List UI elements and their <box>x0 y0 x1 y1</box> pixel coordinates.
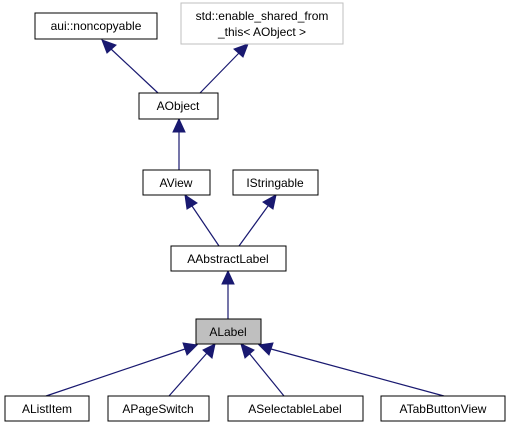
node-aabstractlabel[interactable]: AAbstractLabel <box>170 245 287 272</box>
node-aobject[interactable]: AObject <box>138 92 219 120</box>
node-aselectablelabel-label: ASelectableLabel <box>248 402 341 416</box>
node-alistitem[interactable]: AListItem <box>4 395 90 422</box>
edge-alabel-apageswitch <box>168 343 216 397</box>
node-aview[interactable]: AView <box>142 169 211 196</box>
node-aselectablelabel[interactable]: ASelectableLabel <box>227 395 364 422</box>
edge-noncopyable-aobject <box>101 39 159 94</box>
node-alistitem-label: AListItem <box>22 402 72 416</box>
node-aobject-label: AObject <box>157 99 200 113</box>
node-enable-shared-label-line1: std::enable_shared_from <box>196 9 329 23</box>
node-istringable-label: IStringable <box>246 176 304 190</box>
node-noncopyable-label: aui::noncopyable <box>51 19 142 33</box>
edge-alabel-alistitem <box>45 342 199 397</box>
edge-alabel-aselectablelabel <box>240 343 285 397</box>
edge-enable-shared-aobject <box>199 43 249 94</box>
edge-aabstractlabel-alabel <box>221 269 235 319</box>
edge-alabel-atabbuttonview <box>257 342 445 397</box>
node-atabbuttonview-label: ATabButtonView <box>400 402 487 416</box>
node-alabel-label: ALabel <box>209 325 246 339</box>
node-istringable[interactable]: IStringable <box>232 169 319 196</box>
node-atabbuttonview[interactable]: ATabButtonView <box>380 395 506 422</box>
node-aabstractlabel-label: AAbstractLabel <box>187 252 268 266</box>
node-aview-label: AView <box>160 176 193 190</box>
node-alabel[interactable]: ALabel <box>195 318 262 345</box>
node-apageswitch-label: APageSwitch <box>122 402 193 416</box>
node-noncopyable[interactable]: aui::noncopyable <box>34 12 158 40</box>
node-apageswitch[interactable]: APageSwitch <box>107 395 210 422</box>
edge-aview-aabstractlabel <box>184 193 220 247</box>
node-enable-shared-label-line2: _this< AObject > <box>217 25 306 39</box>
edge-aobject-aview <box>172 117 186 170</box>
node-enable-shared-from-this[interactable]: std::enable_shared_from _this< AObject > <box>180 2 344 45</box>
edge-istringable-aabstractlabel <box>238 194 277 247</box>
